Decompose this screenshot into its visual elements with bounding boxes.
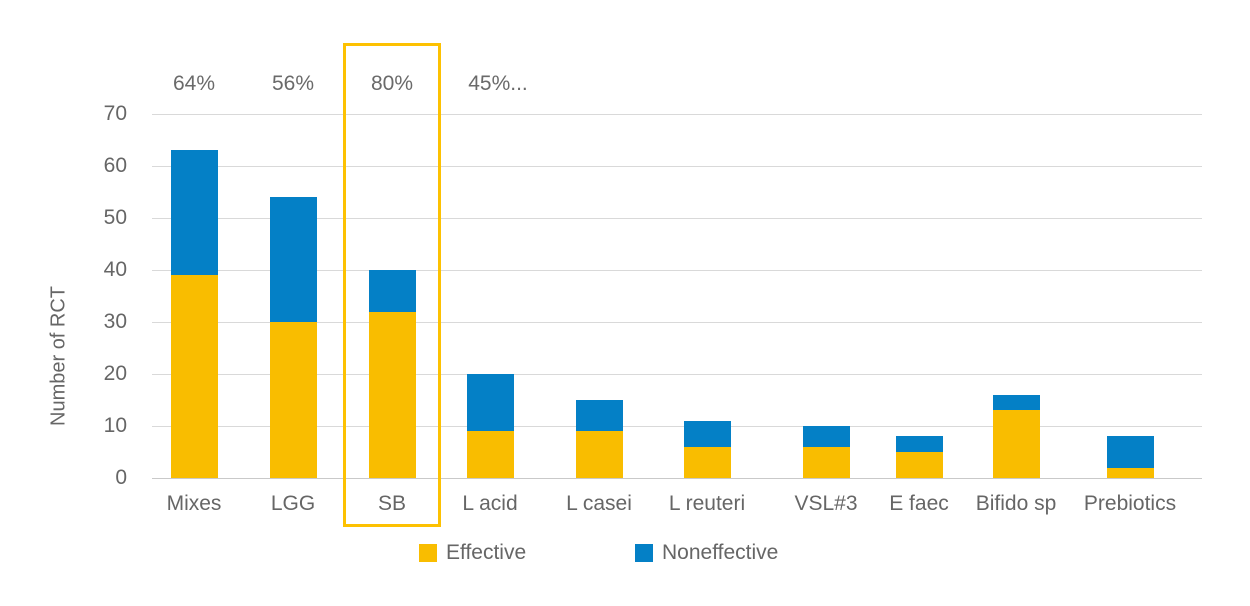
- legend-swatch-effective-icon: [419, 544, 437, 562]
- y-tick-label-40: 40: [103, 258, 127, 281]
- x-axis-label-l-acid: L acid: [462, 492, 518, 515]
- x-axis-label-l-casei: L casei: [566, 492, 632, 515]
- x-axis-label-vsl-3: VSL#3: [794, 492, 858, 515]
- bar-effective-segment-lgg: [269, 322, 317, 478]
- bar-effective-segment-l-reuteri: [683, 446, 731, 478]
- bar-effective-segment-l-casei: [575, 431, 623, 478]
- bar-noneffective-segment-lgg: [269, 197, 317, 322]
- percentage-label-lgg: 56%: [271, 72, 315, 95]
- bar-noneffective-segment-vsl-3: [802, 426, 850, 447]
- bar-noneffective-segment-sb: [368, 270, 416, 312]
- x-axis-label-lgg: LGG: [270, 492, 316, 515]
- bar-noneffective-segment-l-acid: [466, 374, 514, 432]
- x-axis-label-bifido-sp: Bifido sp: [975, 492, 1057, 515]
- x-axis-label-prebiotics: Prebiotics: [1083, 492, 1177, 515]
- legend-item-effective: Effective: [419, 541, 526, 565]
- x-axis-label-l-reuteri: L reuteri: [668, 492, 746, 515]
- legend-item-noneffective: Noneffective: [635, 541, 778, 565]
- percentage-label-l-acid: 45%...: [468, 72, 528, 95]
- legend-label-noneffective: Noneffective: [662, 541, 779, 564]
- y-tick-label-30: 30: [103, 310, 127, 333]
- bar-effective-segment-e-faec: [895, 452, 943, 478]
- sb-highlight-box: [343, 43, 441, 527]
- bar-noneffective-segment-l-reuteri: [683, 420, 731, 447]
- y-tick-label-0: 0: [115, 466, 127, 489]
- gridline-y-20: [152, 374, 1202, 375]
- x-axis-label-sb: SB: [377, 492, 406, 515]
- legend-label-effective: Effective: [446, 541, 527, 564]
- bar-noneffective-segment-l-casei: [575, 400, 623, 432]
- bar-effective-segment-sb: [368, 311, 416, 478]
- bar-noneffective-segment-e-faec: [895, 436, 943, 452]
- y-tick-label-50: 50: [103, 206, 127, 229]
- gridline-y-40: [152, 270, 1202, 271]
- gridline-y-60: [152, 166, 1202, 167]
- bar-effective-segment-vsl-3: [802, 446, 850, 478]
- bar-noneffective-segment-mixes: [170, 150, 218, 276]
- percentage-label-mixes: 64%: [172, 72, 216, 95]
- percentage-label-sb: 80%: [370, 72, 414, 95]
- gridline-y-70: [152, 114, 1202, 115]
- x-axis-label-e-faec: E faec: [889, 492, 949, 515]
- bar-effective-segment-l-acid: [466, 431, 514, 478]
- legend-swatch-noneffective-icon: [635, 544, 653, 562]
- bar-effective-segment-mixes: [170, 275, 218, 478]
- y-tick-label-10: 10: [103, 414, 127, 437]
- bar-effective-segment-prebiotics: [1106, 467, 1154, 478]
- y-tick-label-60: 60: [103, 154, 127, 177]
- y-tick-label-20: 20: [103, 362, 127, 385]
- bar-noneffective-segment-bifido-sp: [992, 394, 1040, 411]
- gridline-y-30: [152, 322, 1202, 323]
- bar-noneffective-segment-prebiotics: [1106, 436, 1154, 468]
- gridline-y-50: [152, 218, 1202, 219]
- x-axis-label-mixes: Mixes: [166, 492, 222, 515]
- y-tick-label-70: 70: [103, 102, 127, 125]
- gridline-y-0: [152, 478, 1202, 479]
- gridline-y-10: [152, 426, 1202, 427]
- bar-effective-segment-bifido-sp: [992, 410, 1040, 478]
